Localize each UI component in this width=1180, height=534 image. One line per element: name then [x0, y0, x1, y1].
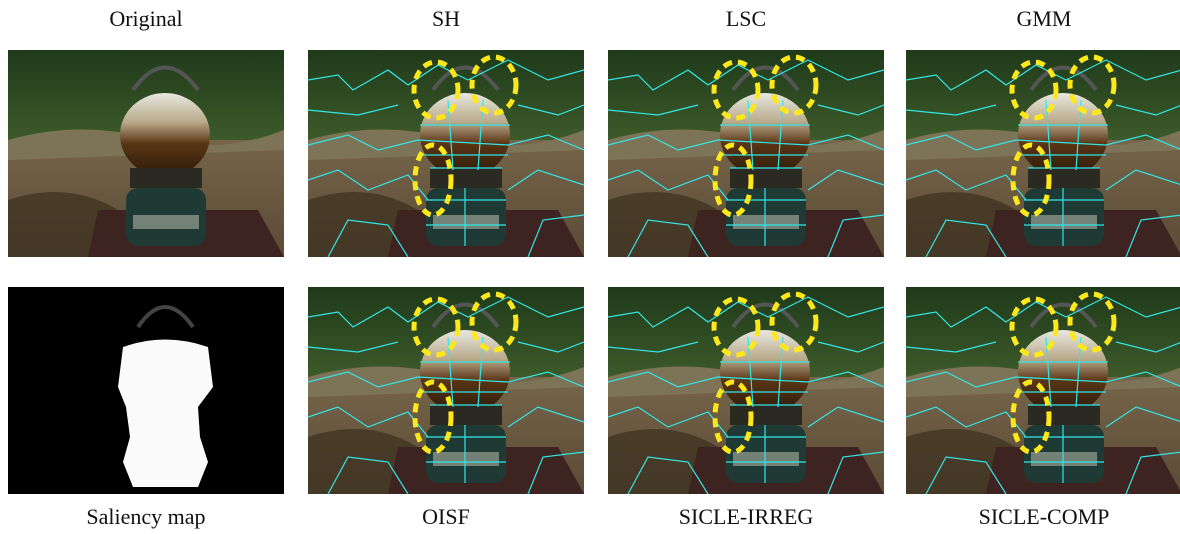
overlay-image: [906, 50, 1180, 257]
overlay-image: [608, 287, 884, 494]
panel-label: SICLE-IRREG: [678, 504, 814, 529]
panel-label: SH: [431, 6, 461, 31]
panel-label: OISF: [422, 504, 470, 529]
panel-label: Original: [109, 6, 183, 31]
panel-label: SICLE-COMP: [978, 504, 1110, 529]
overlay-image: [308, 287, 584, 494]
panel-label: Saliency map: [86, 504, 206, 529]
overlay-image: [906, 287, 1180, 494]
overlay-image: [608, 50, 884, 257]
saliency-image: [8, 287, 284, 494]
overlay-image: [308, 50, 584, 257]
panel-label: LSC: [725, 6, 767, 31]
panel-label: GMM: [1016, 6, 1072, 31]
scene-image: [8, 50, 284, 257]
